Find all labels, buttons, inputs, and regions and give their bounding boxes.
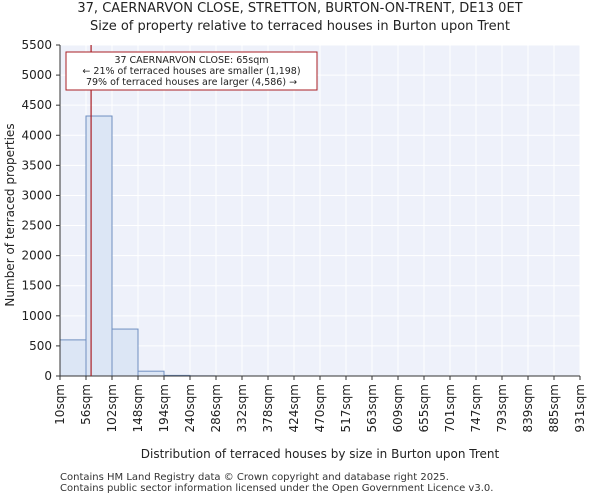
y-tick-label: 2500 [21, 219, 52, 233]
y-tick-label: 4000 [21, 128, 52, 142]
x-tick-label: 655sqm [417, 384, 431, 432]
x-tick-label: 563sqm [365, 384, 379, 432]
chart-subtitle: Size of property relative to terraced ho… [90, 19, 510, 34]
bar-10sqm [59, 339, 87, 377]
footer-copyright: Contains HM Land Registry data © Crown c… [60, 472, 449, 483]
x-tick-label: 701sqm [443, 384, 457, 432]
bar-56sqm [85, 115, 113, 377]
x-tick-label: 194sqm [157, 384, 171, 432]
y-tick-label: 4500 [21, 98, 52, 112]
x-tick-label: 148sqm [131, 384, 145, 432]
x-tick-label: 470sqm [313, 384, 327, 432]
y-tick-label: 500 [29, 339, 52, 353]
annotation-line: ← 21% of terraced houses are smaller (1,… [82, 66, 300, 77]
x-tick-label: 102sqm [105, 384, 119, 432]
chart-title-block: 37, CAERNARVON CLOSE, STRETTON, BURTON-O… [0, 0, 600, 36]
y-tick-label: 3500 [21, 158, 52, 172]
x-tick-label: 885sqm [547, 384, 561, 432]
x-tick-label: 10sqm [53, 384, 67, 425]
y-axis-label: Number of terraced properties [3, 123, 17, 306]
y-tick-label: 5500 [21, 38, 52, 52]
footer-licence: Contains public sector information licen… [60, 483, 494, 494]
x-tick-label: 609sqm [391, 384, 405, 432]
x-axis-label: Distribution of terraced houses by size … [141, 447, 500, 461]
y-tick-label: 3000 [21, 188, 52, 202]
x-tick-label: 240sqm [183, 384, 197, 432]
chart-title: 37, CAERNARVON CLOSE, STRETTON, BURTON-O… [77, 1, 523, 16]
x-tick-label: 332sqm [235, 384, 249, 432]
annotation-line: 79% of terraced houses are larger (4,586… [86, 77, 297, 88]
y-tick-label: 0 [44, 369, 52, 383]
bar-102sqm [111, 328, 139, 377]
footer: Contains HM Land Registry data © Crown c… [60, 472, 493, 494]
y-tick-label: 2000 [21, 249, 52, 263]
x-tick-label: 839sqm [521, 384, 535, 432]
x-tick-label: 378sqm [261, 384, 275, 432]
y-tick-label: 1000 [21, 309, 52, 323]
x-tick-label: 517sqm [339, 384, 353, 432]
histogram-chart: 0 500 1000 1500 2000 2500 3000 3500 4000 4500 5000… [3, 38, 587, 461]
x-tick-label: 793sqm [495, 384, 509, 432]
x-tick-label: 56sqm [79, 384, 93, 425]
y-tick-label: 5000 [21, 68, 52, 82]
bar-148sqm [137, 370, 165, 377]
x-tick-label: 747sqm [469, 384, 483, 432]
annotation-line: 37 CAERNARVON CLOSE: 65sqm [114, 55, 268, 66]
annotation-box [65, 51, 318, 91]
x-tick-label: 931sqm [573, 384, 587, 432]
x-tick-label: 424sqm [287, 384, 301, 432]
y-tick-label: 1500 [21, 279, 52, 293]
x-tick-label: 286sqm [209, 384, 223, 432]
